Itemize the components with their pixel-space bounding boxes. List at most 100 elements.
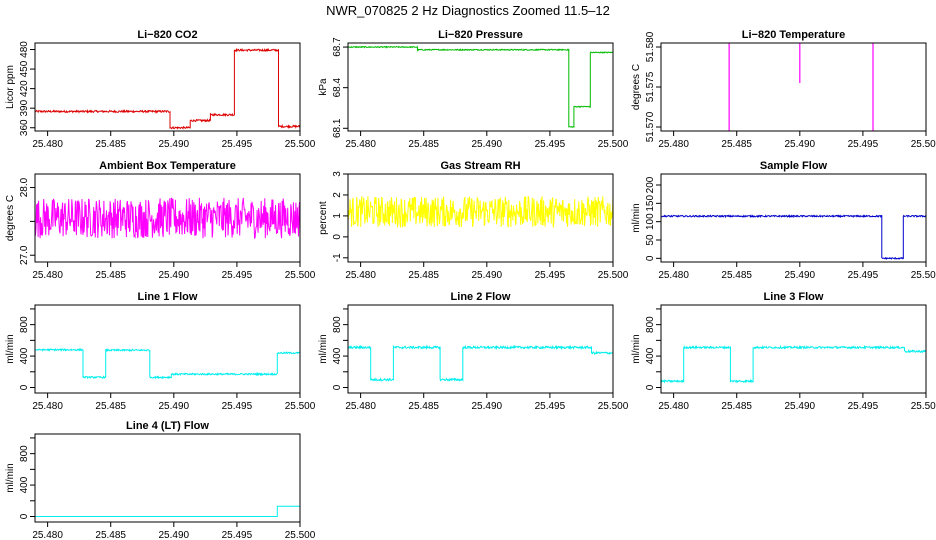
y-tick-label: 0 xyxy=(332,234,343,240)
x-tick-label: 25.485 xyxy=(95,530,126,540)
y-tick-label: 51.570 xyxy=(645,111,656,142)
x-tick-label: 25.485 xyxy=(408,139,439,150)
y-tick-label: 450 xyxy=(19,60,30,77)
y-tick-label: 68.4 xyxy=(332,78,343,98)
y-tick-label: 2 xyxy=(332,192,343,198)
y-tick-label: 400 xyxy=(19,476,30,493)
y-tick-label: 800 xyxy=(332,316,343,333)
plot-frame xyxy=(34,42,301,132)
x-tick-label: 25.485 xyxy=(721,270,752,281)
panel-3: Li−820 Temperature 51.570 51.575 51.580degr… xyxy=(631,29,936,150)
x-tick-label: 25.490 xyxy=(472,270,503,281)
x-tick-label: 25.500 xyxy=(598,270,629,281)
x-tick-label: 25.490 xyxy=(472,401,503,412)
data-series-line xyxy=(660,344,927,384)
data-series-line xyxy=(34,197,301,240)
x-tick-label: 25.485 xyxy=(95,139,126,150)
x-tick-label: 25.490 xyxy=(159,139,190,150)
y-axis-label: ml/min xyxy=(631,203,642,232)
x-tick-label: 25.490 xyxy=(785,270,816,281)
x-tick-label: 25.490 xyxy=(159,530,190,540)
data-series-line xyxy=(348,344,614,382)
panel-title: Li−820 Temperature xyxy=(742,29,845,41)
y-tick-label: 0 xyxy=(19,513,30,519)
x-tick-label: 25.495 xyxy=(222,270,253,281)
y-tick-label: 360 xyxy=(19,119,30,136)
plot-frame xyxy=(347,42,614,132)
plot-frame xyxy=(347,173,614,263)
x-tick-label: 25.480 xyxy=(658,270,689,281)
panel-5: Gas Stream RH -1 0 1 2 3 percent 25.480 25.485 25… xyxy=(318,160,629,281)
y-tick-label: 0 xyxy=(645,384,656,390)
x-tick-label: 25.500 xyxy=(598,139,629,150)
data-series-line xyxy=(347,196,614,229)
x-tick-label: 25.480 xyxy=(345,270,376,281)
y-tick-label: 51.575 xyxy=(645,71,656,102)
x-tick-label: 25.480 xyxy=(32,401,63,412)
x-tick-label: 25.480 xyxy=(345,139,376,150)
y-axis-label: ml/min xyxy=(318,334,329,363)
x-tick-label: 25.480 xyxy=(345,401,376,412)
y-tick-label: 420 xyxy=(19,80,30,97)
x-tick-label: 25.480 xyxy=(32,139,63,150)
y-tick-label: 68.1 xyxy=(332,118,343,138)
x-tick-label: 25.500 xyxy=(598,401,629,412)
panel-title: Gas Stream RH xyxy=(440,160,520,172)
x-tick-label: 25.500 xyxy=(911,139,936,150)
x-tick-label: 25.495 xyxy=(848,139,879,150)
plot-frame xyxy=(660,304,927,394)
y-axis-label: ml/min xyxy=(5,334,16,363)
y-tick-label: 0 xyxy=(645,255,656,261)
x-tick-label: 25.500 xyxy=(285,401,316,412)
x-tick-label: 25.495 xyxy=(535,139,566,150)
x-tick-label: 25.495 xyxy=(535,270,566,281)
x-tick-label: 25.485 xyxy=(721,401,752,412)
y-tick-label: 400 xyxy=(645,347,656,364)
y-tick-label: 51.580 xyxy=(645,31,656,62)
y-tick-label: 400 xyxy=(19,347,30,364)
x-tick-label: 25.490 xyxy=(159,401,190,412)
y-tick-label: 100 xyxy=(645,213,656,230)
x-tick-label: 25.485 xyxy=(408,401,439,412)
y-axis-label: percent xyxy=(318,201,329,235)
x-tick-label: 25.480 xyxy=(658,139,689,150)
y-axis-label: Licor ppm xyxy=(5,65,16,109)
x-tick-label: 25.500 xyxy=(285,270,316,281)
y-tick-label: 28.0 xyxy=(19,177,30,197)
panel-title: Line 1 Flow xyxy=(138,291,198,303)
y-axis-label: ml/min xyxy=(5,463,16,492)
y-axis-label: degrees C xyxy=(5,195,16,241)
x-tick-label: 25.495 xyxy=(222,139,253,150)
y-axis-label: ml/min xyxy=(631,334,642,363)
figure-title: NWR_070825 2 Hz Diagnostics Zoomed 11.5–… xyxy=(326,3,610,18)
y-tick-label: 0 xyxy=(19,384,30,390)
data-series-line xyxy=(34,47,301,130)
plot-frame xyxy=(34,433,301,523)
x-tick-label: 25.500 xyxy=(285,530,316,540)
x-tick-label: 25.480 xyxy=(32,270,63,281)
panel-title: Li−820 Pressure xyxy=(438,29,523,41)
x-tick-label: 25.480 xyxy=(658,401,689,412)
plot-frame xyxy=(34,304,301,394)
panel-title: Line 4 (LT) Flow xyxy=(126,420,209,432)
x-tick-label: 25.485 xyxy=(408,270,439,281)
panel-title: Sample Flow xyxy=(760,160,828,172)
data-series-line xyxy=(347,45,614,129)
plot-frame xyxy=(347,304,614,394)
panel-title: Line 2 Flow xyxy=(451,291,511,303)
x-tick-label: 25.490 xyxy=(159,270,190,281)
y-tick-label: 50 xyxy=(645,234,656,246)
y-tick-label: -1 xyxy=(332,253,343,262)
x-tick-label: 25.480 xyxy=(32,530,63,540)
y-tick-label: 3 xyxy=(332,171,343,177)
panel-2: Li−820 Pressure 68.1 68.4 68.7 kPa 25.480 25.4… xyxy=(318,29,629,150)
y-tick-label: 800 xyxy=(645,316,656,333)
y-tick-label: 200 xyxy=(645,176,656,193)
